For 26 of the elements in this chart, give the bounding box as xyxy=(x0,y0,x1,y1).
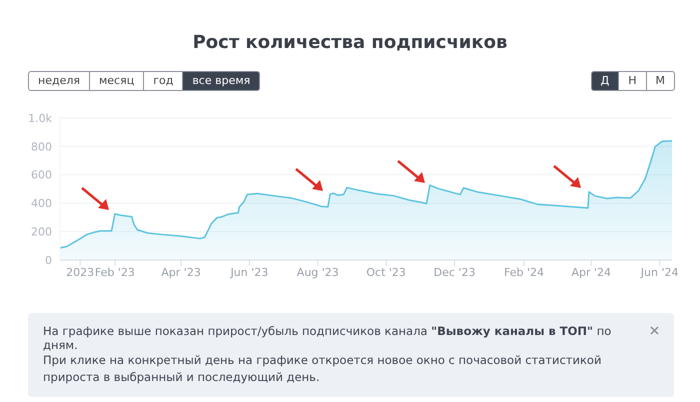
y-tick-label: 1.0k xyxy=(28,112,53,125)
text: месяц xyxy=(88,71,144,91)
chart-title: Рост количества подписчиков xyxy=(192,32,508,53)
y-tick-label: 400 xyxy=(31,197,52,210)
text: год xyxy=(143,71,184,91)
x-tick-label: 2023 xyxy=(66,266,94,279)
text: неделя xyxy=(28,71,90,91)
x-tick-label: Feb '23 xyxy=(94,266,135,279)
x-tick-label: Jun '23 xyxy=(230,266,268,279)
y-tick-label: 800 xyxy=(31,140,52,154)
x-tick-label: Dec '23 xyxy=(434,266,476,279)
text: При клике на конкретный день на графике откроется новое окно с почасовой статистикой прироста в выбранный и последующий день. xyxy=(43,352,602,386)
y-tick-label: 200 xyxy=(31,226,52,239)
text: Н xyxy=(618,71,646,91)
text: М xyxy=(646,71,675,91)
x-tick-label: Oct '23 xyxy=(366,266,406,279)
x-tick-label: Aug '23 xyxy=(296,266,339,279)
x-tick-label: Apr '24 xyxy=(572,266,612,279)
text: Д xyxy=(590,71,620,91)
text: все время xyxy=(182,71,260,91)
y-tick-label: 600 xyxy=(31,168,52,182)
x-tick-label: Jun '24 xyxy=(640,266,679,279)
y-tick-label: 0 xyxy=(45,254,52,267)
x-tick-label: Apr '23 xyxy=(161,266,201,279)
text: На графике выше показан прирост/убыль подписчиков канала "Вывожу каналы в ТОП" по дням. xyxy=(43,324,612,352)
x-tick-label: Feb '24 xyxy=(504,266,544,279)
